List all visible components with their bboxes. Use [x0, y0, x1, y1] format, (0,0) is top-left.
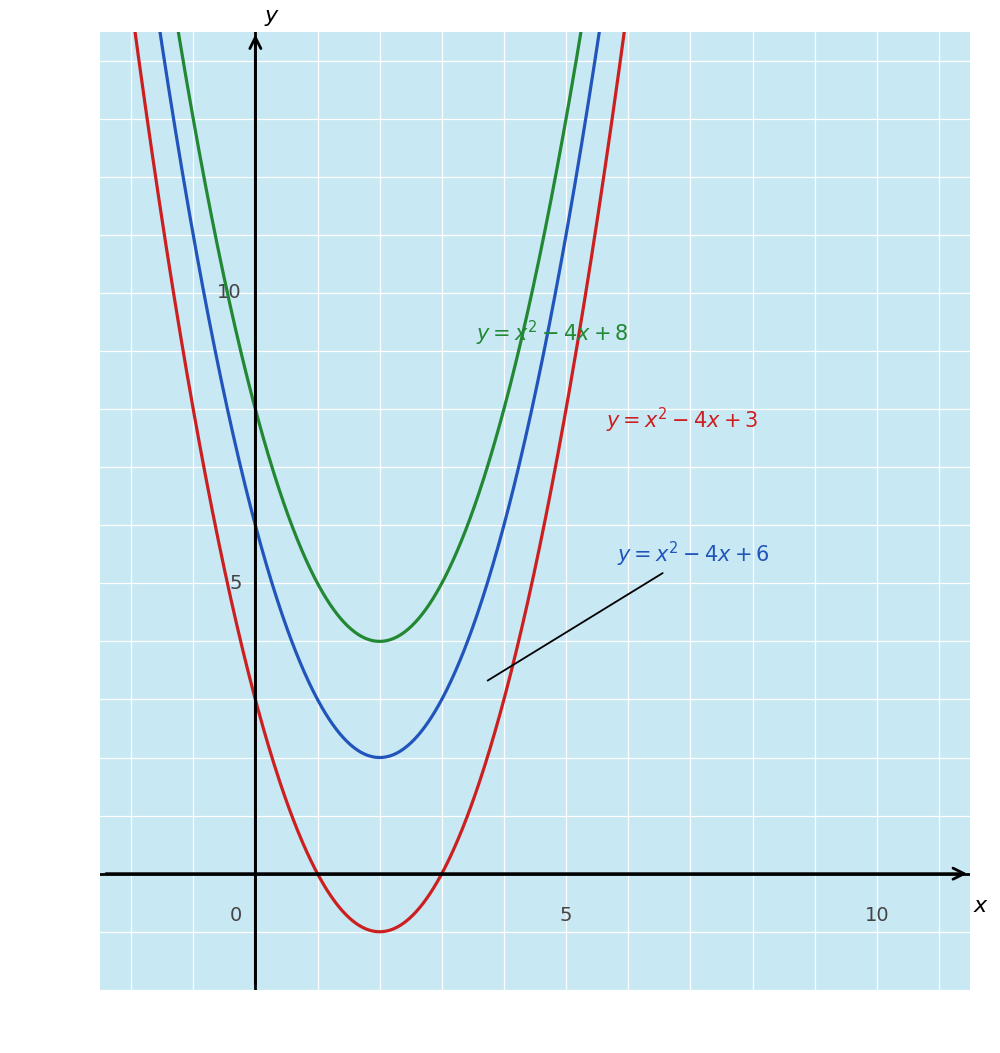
- Text: $y = x^2 - 4x + 3$: $y = x^2 - 4x + 3$: [606, 406, 759, 435]
- Text: 10: 10: [217, 283, 242, 302]
- Text: 0: 0: [229, 906, 242, 925]
- Text: 5: 5: [560, 906, 572, 925]
- Text: $y = x^2 - 4x + 6$: $y = x^2 - 4x + 6$: [488, 539, 770, 680]
- Text: 10: 10: [864, 906, 889, 925]
- Text: y: y: [264, 5, 277, 25]
- Text: x: x: [973, 896, 986, 916]
- Text: 5: 5: [229, 574, 242, 593]
- Text: $y = x^2 - 4x + 8$: $y = x^2 - 4x + 8$: [476, 319, 628, 349]
